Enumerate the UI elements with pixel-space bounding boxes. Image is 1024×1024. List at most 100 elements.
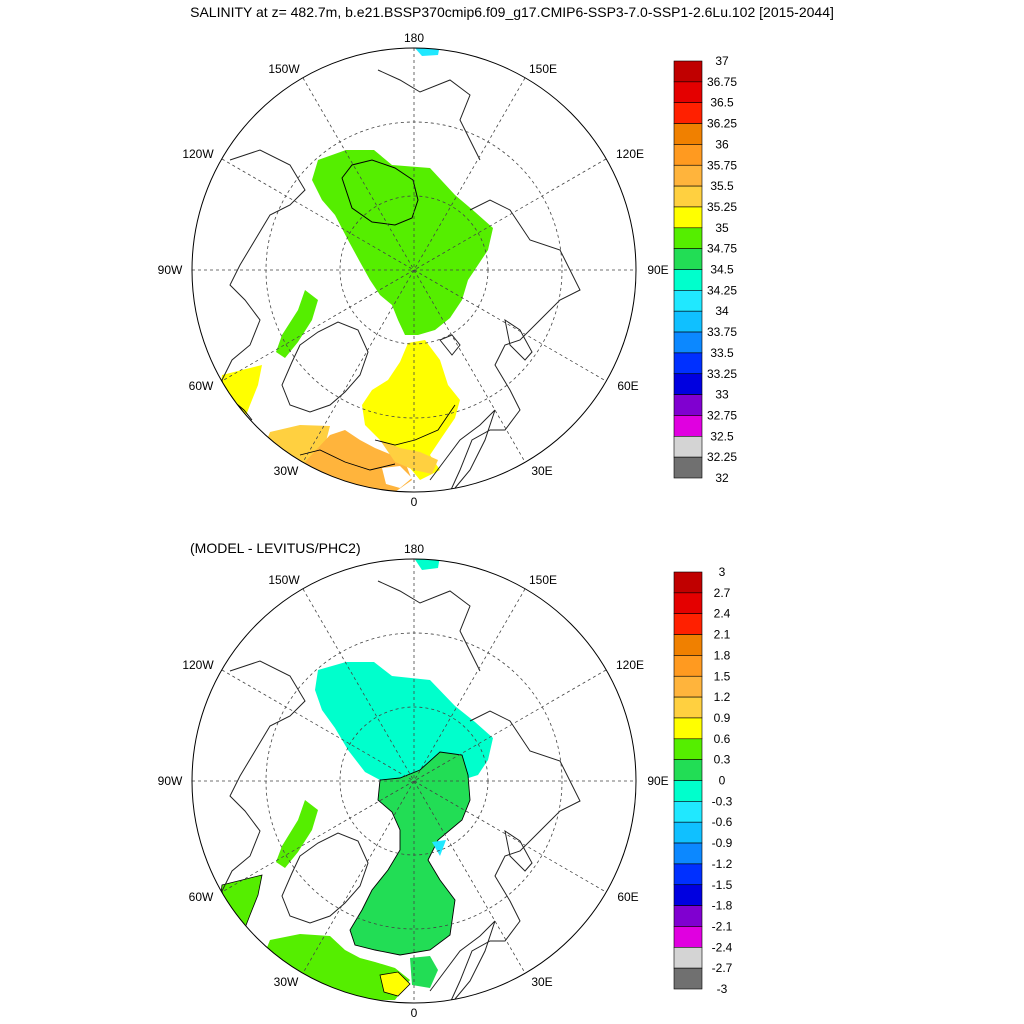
colorbar-swatch — [673, 164, 703, 187]
field-green-central — [349, 751, 471, 956]
colorbar-swatch — [673, 290, 703, 312]
colorbar-label: 34 — [715, 304, 729, 318]
colorbar-label: -0.9 — [712, 836, 733, 850]
colorbar-swatch — [673, 592, 703, 614]
map-boundary — [191, 558, 637, 1004]
colorbar-swatch — [673, 863, 703, 886]
lon-label-150w: 150W — [268, 62, 300, 76]
colorbar-swatch — [673, 946, 703, 969]
colorbar-label: 33 — [715, 388, 729, 402]
colorbar-label: 36.75 — [707, 75, 737, 89]
colorbar-swatch — [673, 352, 703, 375]
plot-title: SALINITY at z= 482.7m, b.e21.BSSP370cmip… — [190, 4, 834, 20]
colorbar-swatch — [673, 144, 703, 166]
colorbar-label: 32.25 — [707, 450, 737, 464]
colorbar-label: 34.75 — [707, 242, 737, 256]
colorbar-label: 1.5 — [714, 669, 731, 683]
lon-label-90w: 90W — [158, 263, 183, 277]
colorbar-label: 0.9 — [714, 711, 731, 725]
coastline-north-america — [221, 660, 306, 962]
difference-map-panel: 180 150E 120E 90E 60E 30E 0 30W 60W 90W … — [158, 542, 669, 1020]
field-yellow-labrador — [220, 365, 262, 418]
colorbar-label: 0.3 — [714, 753, 731, 767]
colorbar-swatch — [673, 310, 703, 333]
coastline-alaska-east-siberia — [377, 69, 481, 161]
colorbar-label: 34.25 — [707, 283, 737, 297]
colorbar-swatch — [673, 780, 703, 802]
colorbar-swatch — [673, 696, 703, 719]
colorbar-label: 36.5 — [710, 96, 734, 110]
lon-label-0: 0 — [411, 1006, 418, 1020]
colorbar-swatch — [673, 655, 703, 677]
field-green-baffin — [276, 800, 318, 868]
colorbar-label: 0.6 — [714, 732, 731, 746]
colorbar-label: -2.7 — [712, 961, 733, 975]
colorbar-swatch — [673, 821, 703, 844]
colorbar-swatch — [673, 884, 703, 906]
coastline-eurasia — [449, 710, 581, 1003]
colorbar-swatch — [673, 801, 703, 823]
field-green-north-atlantic — [262, 934, 410, 1000]
coastline-greenland — [281, 832, 369, 924]
coastline-scandinavia — [429, 920, 496, 1000]
colorbar-label: 36 — [715, 137, 729, 151]
coastline-svalbard — [439, 334, 461, 356]
colorbar-label: -1.5 — [712, 878, 733, 892]
colorbar-label: 3 — [719, 565, 726, 579]
colorbar-swatch — [673, 394, 703, 416]
colorbar-swatch — [673, 717, 703, 740]
lon-label-30w: 30W — [274, 464, 299, 478]
colorbar-swatch — [673, 60, 703, 83]
colorbar-swatch — [673, 571, 703, 594]
colorbar-label: 32.5 — [710, 429, 734, 443]
colorbar-swatch — [673, 634, 703, 656]
coastline-novaya-zemlya — [504, 829, 533, 872]
field-cyan-small — [432, 840, 446, 856]
lon-label-150e: 150E — [529, 573, 557, 587]
colorbar-swatch — [673, 373, 703, 395]
lon-label-60w: 60W — [189, 890, 214, 904]
colorbar-swatch — [673, 102, 703, 124]
field-orange-light-norway — [380, 440, 438, 474]
colorbar-label: 32 — [715, 471, 729, 485]
difference-panel-title: (MODEL - LEVITUS/PHC2) — [190, 540, 361, 556]
field-yellow-patch — [379, 971, 411, 997]
contour-line — [374, 404, 456, 446]
colorbar-label: 35.75 — [707, 158, 737, 172]
salinity-map-panel: 180 150E 120E 90E 60E 30E 0 30W 60W 90W … — [158, 31, 669, 509]
lon-label-30e: 30E — [531, 464, 552, 478]
contour-line — [299, 449, 396, 471]
colorbar-label: 33.5 — [710, 346, 734, 360]
coastline-alaska-east-siberia — [377, 580, 481, 672]
lon-label-60e: 60E — [617, 890, 638, 904]
graticule — [192, 559, 636, 1003]
lon-label-90w: 90W — [158, 774, 183, 788]
field-white-island — [382, 466, 412, 488]
coastline-novaya-zemlya — [504, 318, 533, 361]
colorbar-label: 35.25 — [707, 200, 737, 214]
colorbar-swatch — [673, 842, 703, 865]
colorbar-swatch — [673, 269, 703, 291]
field-green-central-contour — [341, 159, 419, 226]
lon-label-120w: 120W — [182, 658, 214, 672]
lon-label-120e: 120E — [616, 658, 644, 672]
colorbar-label: 35.5 — [710, 179, 734, 193]
colorbar-label: -1.8 — [712, 899, 733, 913]
colorbar-swatch — [673, 675, 703, 698]
colorbar-swatch — [673, 415, 703, 437]
colorbar-label: -0.6 — [712, 815, 733, 829]
colorbar-swatch — [673, 123, 703, 145]
colorbar-label: 1.2 — [714, 690, 731, 704]
colorbar-label: 36.25 — [707, 117, 737, 131]
lon-label-180: 180 — [404, 542, 424, 556]
field-cyan-bering — [414, 559, 440, 570]
lon-label-30e: 30E — [531, 975, 552, 989]
colorbar-label: 32.75 — [707, 408, 737, 422]
colorbar-label: -1.2 — [712, 857, 733, 871]
colorbar-swatch — [673, 613, 703, 635]
lon-label-60e: 60E — [617, 379, 638, 393]
salinity-colorbar: 37 36.75 36.5 36.25 36 35.75 35.5 35.25 35 34.75 3… — [673, 54, 737, 485]
lon-label-90e: 90E — [647, 774, 668, 788]
graticule — [192, 48, 636, 492]
